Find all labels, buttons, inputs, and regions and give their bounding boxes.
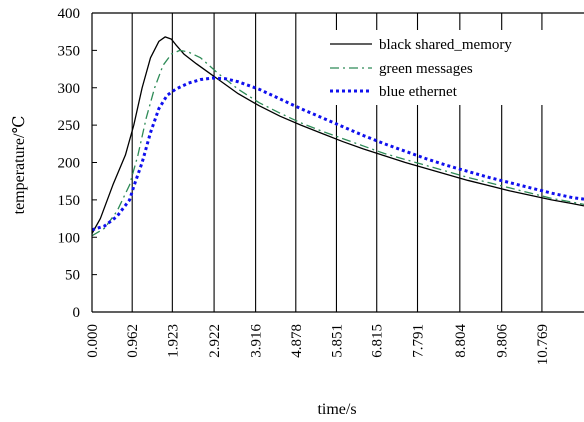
x-axis-label: time/s <box>317 401 356 418</box>
x-tick-label: 1.923 <box>165 324 181 358</box>
legend-label-blue: blue ethernet <box>379 84 458 100</box>
y-tick-label: 50 <box>65 268 80 284</box>
x-tick-label: 6.815 <box>370 324 386 358</box>
x-tick-label: 4.878 <box>289 324 305 358</box>
legend: black shared_memory green messages blue … <box>315 30 545 105</box>
x-tick-labels: 0.000 0.962 1.923 2.922 3.916 4.878 5.851 6.815… <box>85 324 551 366</box>
series-line-2 <box>92 76 584 232</box>
x-tick-label: 8.804 <box>453 324 469 358</box>
y-tick-label: 250 <box>58 118 81 134</box>
x-tick-label: 0.000 <box>85 324 101 358</box>
series-lines <box>92 36 584 237</box>
x-tick-label: 3.916 <box>249 324 265 358</box>
x-tick-label: 7.791 <box>411 324 427 358</box>
axes <box>91 12 584 313</box>
x-tick-label: 0.962 <box>125 324 141 358</box>
y-tick-label: 400 <box>58 6 81 22</box>
x-tick-label: 5.851 <box>329 324 345 358</box>
y-tick-label: 0 <box>73 305 81 321</box>
y-tick-label: 100 <box>58 230 81 246</box>
legend-label-black: black shared_memory <box>379 37 512 53</box>
y-tick-label: 200 <box>58 156 81 172</box>
y-tick-label: 300 <box>58 81 81 97</box>
y-tick-label: 150 <box>58 193 81 209</box>
series-line-0 <box>92 36 584 234</box>
y-axis-label: temperature/℃ <box>11 116 28 215</box>
legend-label-green: green messages <box>379 61 473 77</box>
y-tick-label: 350 <box>58 43 81 59</box>
y-tick-labels: 0 50 100 150 200 250 300 350 400 <box>58 6 81 321</box>
x-tick-label: 2.922 <box>207 324 223 358</box>
series-line-1 <box>92 49 584 237</box>
x-tick-label: 9.806 <box>495 324 511 358</box>
x-tick-label: 10.769 <box>535 324 551 365</box>
